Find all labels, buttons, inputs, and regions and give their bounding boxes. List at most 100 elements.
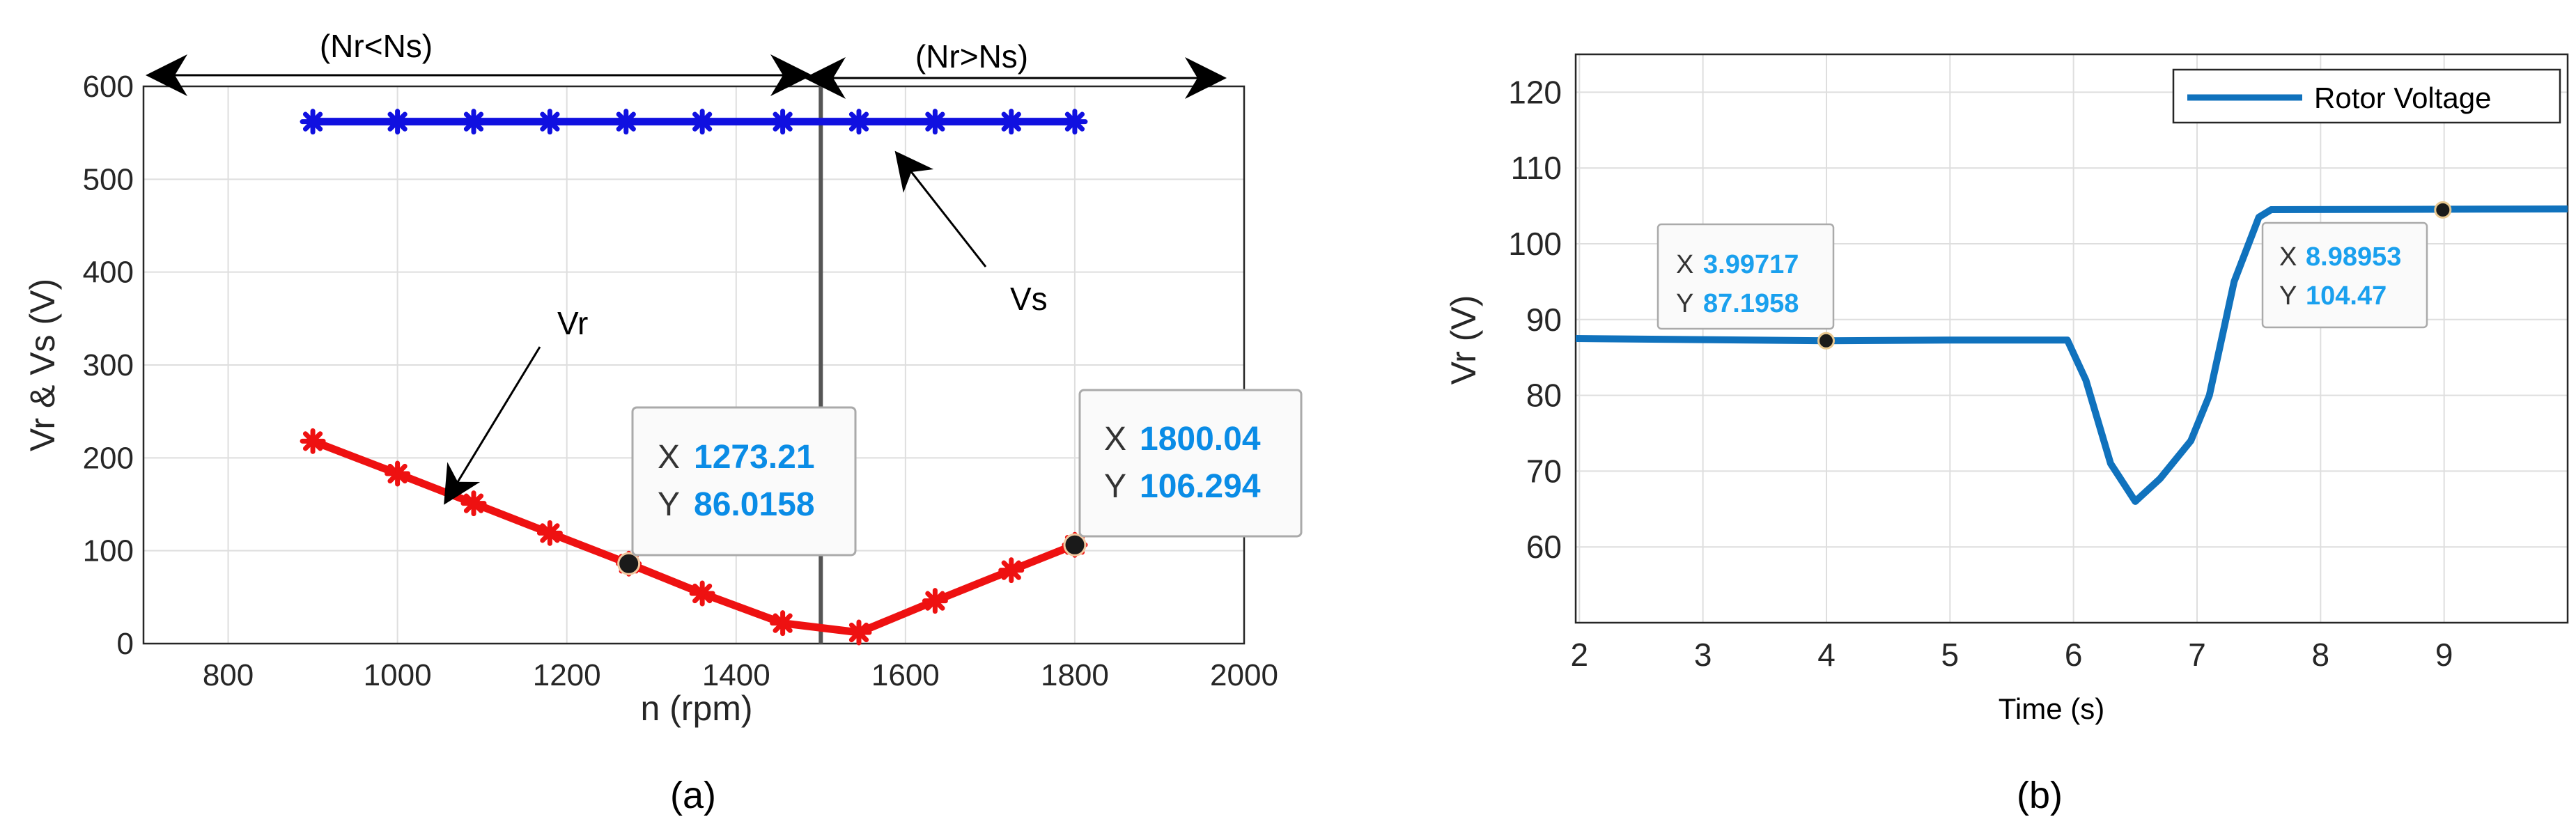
- vs-marker: [998, 109, 1025, 135]
- vr-marker-stroke: [848, 622, 869, 643]
- y-tick-label: 600: [83, 70, 134, 104]
- vs-marker-stroke: [1064, 111, 1085, 132]
- chart-b-x-ticks: 2 3 4 5 6 7 8 9: [1571, 637, 2453, 673]
- x-tick-label: 800: [203, 658, 254, 692]
- vr-marker-stroke: [387, 463, 408, 484]
- datatip-3-x-key: X: [1676, 250, 1693, 279]
- vr-marker: [770, 610, 796, 637]
- y-tick-label: 300: [83, 348, 134, 382]
- vr-marker-stroke: [773, 613, 793, 633]
- vr-marker-stroke: [925, 591, 945, 611]
- datatip-1-y-key: Y: [658, 486, 680, 523]
- x-tick-label: 2000: [1210, 658, 1278, 692]
- vs-marker: [846, 109, 872, 135]
- datatip-1-y-value: 86.0158: [694, 486, 815, 523]
- vr-marker-stroke: [540, 523, 560, 543]
- left-region-label: (Nr<Ns): [320, 28, 433, 64]
- datatip-1-box: [631, 406, 857, 557]
- chart-a: 800 1000 1200 1400 1600 1800 2000 0 100 200 300 40…: [23, 28, 1303, 816]
- datatip-2-y-value: 106.294: [1140, 468, 1261, 505]
- datatip-3-x-value: 3.99717: [1703, 250, 1799, 279]
- datatip-4-x-value: 8.98953: [2306, 242, 2401, 272]
- panel-a-caption: (a): [670, 775, 716, 816]
- vs-marker: [300, 109, 326, 135]
- vr-marker: [385, 460, 411, 487]
- datatip-2-dot[interactable]: [1063, 533, 1087, 557]
- vs-marker-stroke: [616, 111, 636, 132]
- y-tick-label: 400: [83, 256, 134, 290]
- vs-marker-stroke: [1001, 111, 1021, 132]
- datatip-2[interactable]: X 1800.04 Y 106.294: [1078, 389, 1303, 538]
- right-region-label: (Nr>Ns): [915, 38, 1028, 75]
- datatip-1[interactable]: X 1273.21 Y 86.0158: [631, 406, 857, 557]
- vr-marker: [998, 557, 1025, 584]
- datatip-3-dot[interactable]: [1817, 332, 1835, 350]
- x-tick-label: 1600: [871, 658, 940, 692]
- vr-marker: [460, 490, 487, 517]
- vs-marker-stroke: [302, 111, 323, 132]
- datatip-4[interactable]: X 8.98953 Y 104.47: [2261, 221, 2428, 329]
- vs-marker-stroke: [773, 111, 793, 132]
- datatip-2-y-key: Y: [1104, 468, 1126, 505]
- datatip-4-y-value: 104.47: [2306, 281, 2387, 311]
- chart-a-grid: [143, 86, 1245, 644]
- vs-marker-stroke: [692, 111, 713, 132]
- vs-marker-stroke: [540, 111, 560, 132]
- x-tick-label: 9: [2435, 637, 2453, 673]
- y-tick-label: 70: [1526, 453, 1562, 489]
- x-tick-label: 1400: [702, 658, 770, 692]
- vr-marker: [536, 520, 563, 546]
- vs-marker: [613, 109, 639, 135]
- chart-b-y-axis-label: Vr (V): [1444, 295, 1483, 385]
- datatip-3-box: [1656, 223, 1835, 330]
- panel-b-caption: (b): [2017, 775, 2063, 816]
- vs-marker: [922, 109, 948, 135]
- y-tick-label: 100: [83, 534, 134, 568]
- datatip-3-y-key: Y: [1676, 289, 1693, 318]
- datatip-4-x-key: X: [2279, 242, 2297, 272]
- x-tick-label: 1000: [364, 658, 432, 692]
- vs-marker: [460, 109, 487, 135]
- vr-marker: [300, 428, 326, 454]
- x-tick-label: 7: [2188, 637, 2206, 673]
- y-tick-label: 80: [1526, 378, 1562, 414]
- datatip-2-box: [1078, 389, 1303, 538]
- vr-marker-stroke: [302, 431, 323, 451]
- x-tick-label: 6: [2065, 637, 2083, 673]
- vr-pointer-arrow: [444, 346, 541, 505]
- vr-marker: [689, 580, 715, 607]
- datatip-4-y-key: Y: [2279, 281, 2297, 311]
- vs-pointer-arrow: [894, 150, 987, 267]
- rotor-voltage-line: [1575, 205, 2568, 505]
- chart-b-x-axis-label: Time (s): [1999, 692, 2104, 725]
- vs-label: Vs: [1010, 281, 1048, 317]
- y-tick-label: 120: [1508, 74, 1562, 110]
- vs-marker: [385, 109, 411, 135]
- vs-marker: [689, 109, 715, 135]
- datatip-1-dot[interactable]: [617, 552, 641, 575]
- y-tick-label: 500: [83, 162, 134, 196]
- y-tick-label: 0: [117, 627, 134, 661]
- y-tick-label: 100: [1508, 226, 1562, 262]
- vs-marker-stroke: [848, 111, 869, 132]
- y-tick-label: 200: [83, 441, 134, 475]
- datatip-3[interactable]: X 3.99717 Y 87.1958: [1656, 223, 1835, 330]
- legend-label: Rotor Voltage: [2314, 81, 2492, 114]
- chart-a-x-ticks: 800 1000 1200 1400 1600 1800 2000: [203, 658, 1278, 692]
- vs-marker-stroke: [387, 111, 408, 132]
- vs-series-markers: [300, 109, 1088, 135]
- x-tick-label: 4: [1817, 637, 1836, 673]
- y-tick-label: 90: [1526, 302, 1562, 338]
- x-tick-label: 1800: [1041, 658, 1109, 692]
- chart-a-x-axis-label: n (rpm): [640, 689, 752, 728]
- vr-label: Vr: [557, 305, 588, 341]
- vr-marker-stroke: [692, 583, 713, 604]
- datatip-3-y-value: 87.1958: [1703, 289, 1799, 318]
- datatip-4-dot[interactable]: [2434, 201, 2452, 219]
- x-tick-label: 1200: [533, 658, 601, 692]
- vs-marker-stroke: [463, 111, 484, 132]
- x-tick-label: 3: [1694, 637, 1712, 673]
- x-tick-label: 2: [1571, 637, 1589, 673]
- chart-a-y-ticks: 0 100 200 300 400 500 600: [83, 70, 134, 661]
